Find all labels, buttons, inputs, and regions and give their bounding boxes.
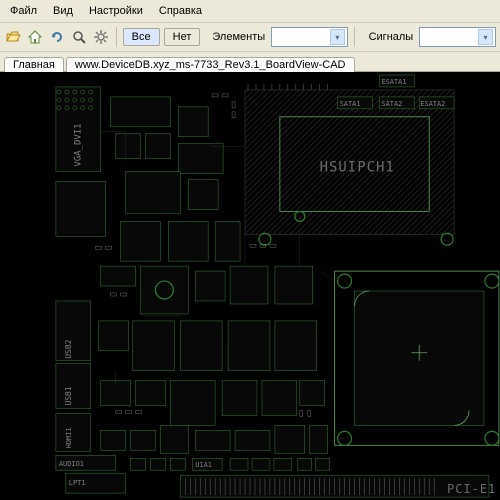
gear-icon[interactable] bbox=[92, 26, 110, 48]
silk-sata1: SATA1 bbox=[340, 100, 361, 108]
toolbar: Все Нет Элементы ▾ Сигналы ▾ bbox=[0, 23, 500, 52]
chevron-down-icon: ▾ bbox=[330, 29, 345, 45]
toolbar-separator bbox=[116, 27, 117, 47]
signals-label: Сигналы bbox=[369, 31, 414, 43]
silk-sata2: SATA2 bbox=[381, 100, 402, 108]
toggle-all-button[interactable]: Все bbox=[123, 28, 160, 46]
menu-view[interactable]: Вид bbox=[49, 3, 77, 19]
silk-hsuipch1: HSUIPCH1 bbox=[320, 159, 395, 175]
silk-pcie: PCI-E1 bbox=[447, 482, 496, 496]
toolbar-separator bbox=[354, 27, 355, 47]
silk-u1a1: U1A1 bbox=[195, 461, 212, 469]
zoom-icon[interactable] bbox=[70, 26, 88, 48]
pcb-viewport[interactable]: HSUIPCH1 ESATA1 SATA1 SATA2 ESATA2 VGA_D… bbox=[0, 72, 500, 500]
menubar: Файл Вид Настройки Справка bbox=[0, 0, 500, 23]
toggle-none-button[interactable]: Нет bbox=[164, 28, 201, 46]
silk-audio: AUDIO1 bbox=[59, 460, 84, 468]
menu-file[interactable]: Файл bbox=[6, 3, 41, 19]
silk-esata2: ESATA2 bbox=[420, 100, 445, 108]
tab-home[interactable]: Главная bbox=[4, 57, 64, 72]
signals-combo[interactable]: ▾ bbox=[419, 27, 496, 47]
elements-label: Элементы bbox=[212, 31, 265, 43]
home-icon[interactable] bbox=[26, 26, 44, 48]
elements-combo[interactable]: ▾ bbox=[271, 27, 348, 47]
tabbar: Главная www.DeviceDB.xyz_ms-7733_Rev3.1_… bbox=[0, 52, 500, 72]
silk-vgadvi: VGA_DVI1 bbox=[74, 123, 84, 166]
pcb-canvas: HSUIPCH1 ESATA1 SATA1 SATA2 ESATA2 VGA_D… bbox=[0, 72, 500, 500]
bottom-row bbox=[131, 458, 330, 470]
silk-hdmi: HDMI1 bbox=[65, 427, 73, 448]
pcie-slot: PCI-E1 bbox=[180, 475, 496, 497]
silk-lpt: LPT1 bbox=[69, 479, 86, 487]
silk-usb1: USB1 bbox=[64, 386, 73, 405]
open-icon[interactable] bbox=[4, 26, 22, 48]
menu-help[interactable]: Справка bbox=[155, 3, 206, 19]
silk-esata1: ESATA1 bbox=[381, 78, 406, 86]
refresh-icon[interactable] bbox=[48, 26, 66, 48]
chevron-down-icon: ▾ bbox=[478, 29, 493, 45]
menu-settings[interactable]: Настройки bbox=[85, 3, 147, 19]
silk-usb2: USB2 bbox=[64, 339, 73, 358]
tab-document[interactable]: www.DeviceDB.xyz_ms-7733_Rev3.1_BoardVie… bbox=[66, 57, 355, 72]
